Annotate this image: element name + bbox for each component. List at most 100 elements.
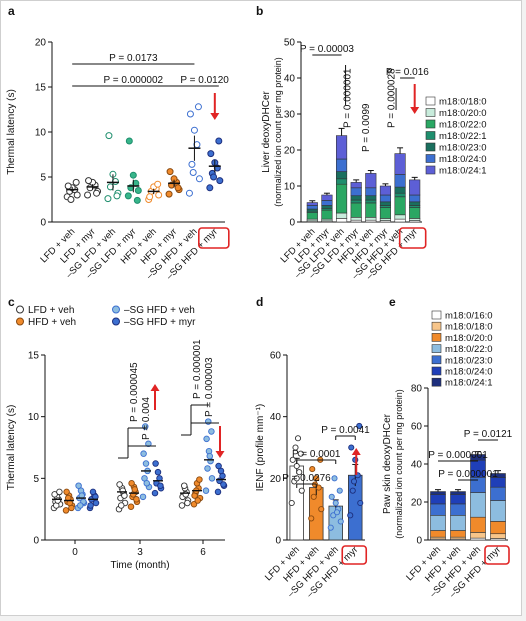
panel-d-red-arrow-head <box>351 448 361 455</box>
panel-a-y-tick-label: 5 <box>40 173 46 184</box>
panel-e-bar-segment <box>490 533 506 539</box>
panel-a-data-point <box>210 173 218 181</box>
panel-b-bar-segment <box>335 218 348 223</box>
panel-c-pvalue-vertical: P = 0.000001 <box>192 339 203 399</box>
panel-b-bar-segment <box>321 209 333 220</box>
panel-label-c: c <box>8 295 15 309</box>
panel-b-pvalue-bracket: P = 0.00003 <box>300 44 354 56</box>
panel-a-data-point <box>207 150 215 158</box>
panel-b-y-axis-label: Liver deoxyDHCer <box>261 90 272 172</box>
panel-a-data-point <box>124 192 132 200</box>
panel-e-bar-segment <box>490 486 506 501</box>
panel-b-bar-segment <box>350 195 362 201</box>
panel-d-y-tick-label: 20 <box>270 474 282 485</box>
panel-b-bar-segment <box>409 218 421 221</box>
panel-d-pvalue-bracket: P = 0.0041 <box>321 425 370 440</box>
panel-c-data-point <box>215 462 222 470</box>
panel-c-y-tick-label: 5 <box>33 474 39 485</box>
panel-b-y-axis-label2: (normalized ion count per mg protein) <box>273 57 283 207</box>
panel-e-bar-segment <box>490 521 506 535</box>
panel-b-legend-label: m18:0/22:1 <box>439 131 487 142</box>
panel-c-data-point <box>220 481 227 488</box>
panel-c-x-tick-label: 3 <box>137 547 143 558</box>
panel-e-bar-segment <box>430 514 446 531</box>
panel-e-legend-label: m18:0/24:1 <box>445 378 493 389</box>
panel-e-highlight-box <box>484 545 510 565</box>
panel-b-y-tick-label: 30 <box>284 110 296 121</box>
panel-e-legend-label: m18:0/22:0 <box>445 344 493 355</box>
panel-e-pvalue-bracket: P = 0.0121 <box>464 429 513 441</box>
panel-c-data-point <box>180 482 188 489</box>
panel-e-pvalue-bracket-label: P = 0.000001 <box>428 450 488 461</box>
panel-e-legend-swatch <box>431 344 442 353</box>
panel-c-data-point <box>116 481 123 488</box>
panel-b-bar-segment <box>379 185 392 196</box>
panel-b-pvalue-bracket-label: P = 0.00003 <box>300 44 354 55</box>
panel-c-data-point <box>190 500 198 508</box>
panel-b-bar-segment <box>379 218 392 221</box>
panel-a-y-tick-label: 0 <box>40 218 46 229</box>
panel-b-bar-segment <box>335 183 348 214</box>
panel-e-legend-swatch <box>431 321 442 331</box>
panel-a-data-point <box>146 193 154 201</box>
panel-b-pvalue-vertical: P = 0.000028 <box>386 68 397 128</box>
panel-c-data-point <box>152 460 159 467</box>
panel-a-data-point <box>72 178 80 186</box>
panel-b-bar-segment <box>379 207 392 219</box>
panel-d-data-point <box>310 493 317 500</box>
panel-a-data-point <box>84 191 92 199</box>
panel-a-data-point <box>133 196 141 204</box>
panel-e-y-tick-label: 20 <box>411 498 423 509</box>
panel-b-legend-label: m18:0/18:0 <box>439 97 487 108</box>
panel-c-data-point <box>92 499 100 507</box>
panel-a-data-point <box>67 196 75 203</box>
panel-c-legend-marker <box>112 305 120 314</box>
panel-e-bar-segment <box>430 530 446 538</box>
panel-d-pvalue-bracket-label: P = 0.0276 <box>282 473 331 484</box>
panel-e-legend-swatch <box>431 366 442 376</box>
panel-b-y-tick-label: 40 <box>284 74 296 85</box>
panel-c-data-point <box>143 480 150 487</box>
panel-b-bar-segment <box>394 186 406 194</box>
panel-c-data-point <box>87 502 94 509</box>
panel-b-y-tick-label: 0 <box>289 218 295 229</box>
panel-c-x-tick-label: 0 <box>72 547 78 558</box>
panel-d-y-tick-label: 60 <box>270 351 282 362</box>
panel-e-bar-segment <box>450 491 466 495</box>
panel-e-pvalue-bracket-label: P = 0.0121 <box>464 429 513 440</box>
panel-d-data-point <box>347 512 354 519</box>
panel-e-legend-label: m18:0/20:0 <box>445 333 493 344</box>
panel-e-y-axis-label2: (normalized ion count per mg protein) <box>394 389 404 539</box>
panel-b-legend-swatch <box>425 108 436 117</box>
panel-b-pvalue-vertical: P = 0.0099 <box>361 103 372 152</box>
panel-e-y-tick-label: 80 <box>411 384 423 395</box>
panel-a-data-point <box>215 137 223 145</box>
panel-b-bar-segment <box>365 217 377 221</box>
panel-a-y-tick-label: 15 <box>35 83 47 94</box>
panel-b-highlight-box <box>398 227 427 249</box>
panel-a-data-point <box>190 126 198 134</box>
panel-c-data-point <box>178 502 186 509</box>
panel-d-data-point <box>357 499 364 507</box>
panel-b-legend-swatch <box>425 119 436 129</box>
panel-d-data-point <box>293 462 300 470</box>
panel-a-data-point <box>105 132 113 140</box>
panel-a-data-point <box>216 177 224 185</box>
panel-a-data-point <box>85 177 93 185</box>
panel-b-legend-label: m18:0/23:0 <box>439 143 487 154</box>
panel-d-data-point <box>313 475 320 482</box>
panel-a-y-tick-label: 10 <box>35 128 47 139</box>
panel-d-data-point <box>327 524 334 531</box>
panel-c-data-point <box>76 502 84 509</box>
panel-c-data-point <box>214 488 222 496</box>
panel-d-data-point <box>293 475 300 482</box>
panel-c-data-point <box>145 440 152 448</box>
panel-d-data-point <box>309 466 316 473</box>
panel-b-bar-segment <box>321 194 333 201</box>
panel-c-data-point <box>127 503 135 510</box>
panel-b-bar-segment <box>394 196 406 216</box>
panel-c-data-point <box>157 482 164 489</box>
panel-d-data-point <box>333 509 341 516</box>
panel-c-data-point <box>182 491 189 498</box>
